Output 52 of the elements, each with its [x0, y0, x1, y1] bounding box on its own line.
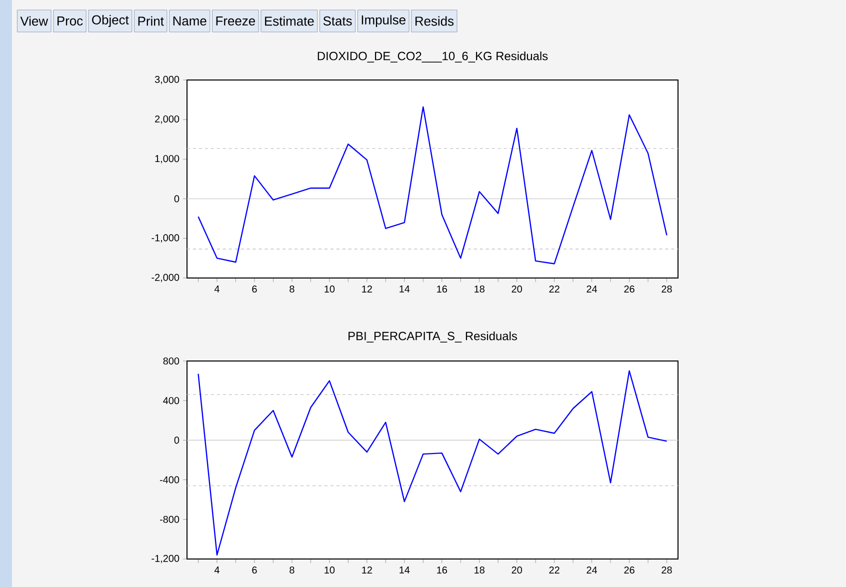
y-tick-label: -1,000: [152, 234, 180, 243]
text: Print: [138, 16, 164, 26]
text: Object: [92, 14, 129, 28]
x-tick-label: 20: [512, 566, 522, 574]
text: Impulse: [362, 14, 406, 28]
x-tick-label: 18: [474, 566, 484, 574]
text: Proc: [58, 16, 83, 26]
x-tick-label: 16: [437, 286, 447, 293]
x-tick-label: 14: [400, 566, 410, 574]
chart-title: DIOXIDO_DE_CO2___10_6_KG Residuals: [318, 51, 548, 63]
x-tick-label: 4: [214, 566, 220, 574]
y-tick-label: -400: [160, 476, 180, 484]
x-tick-label: 26: [624, 286, 634, 293]
y-tick-label: 0: [174, 436, 180, 444]
x-tick-label: 6: [252, 286, 257, 293]
text: Freeze: [216, 16, 256, 26]
text: Estimate: [265, 16, 314, 26]
x-tick-label: 14: [400, 286, 410, 292]
x-tick-label: 10: [324, 286, 335, 293]
x-tick-label: 16: [437, 566, 447, 574]
y-tick-label: -1,200: [152, 554, 180, 564]
x-tick-label: 10: [324, 566, 335, 574]
y-tick-label: 3,000: [154, 76, 180, 84]
y-tick-label: 800: [163, 357, 180, 365]
x-tick-label: 26: [624, 566, 634, 574]
line-series: [198, 106, 668, 264]
x-tick-label: 12: [362, 286, 372, 292]
chart-title: PBI_PERCAPITA_S_ Residuals: [348, 331, 517, 343]
x-tick-label: 12: [362, 566, 372, 574]
x-tick-label: 22: [549, 566, 560, 574]
line-series: [198, 370, 668, 556]
text: View: [20, 16, 48, 26]
x-tick-label: 20: [512, 286, 522, 293]
x-tick-label: 24: [586, 286, 598, 292]
y-tick-label: 1,000: [155, 155, 180, 164]
x-tick-label: 28: [662, 566, 672, 574]
text: Resids: [415, 16, 454, 26]
y-tick-label: -2,000: [152, 274, 180, 282]
y-tick-label: -800: [160, 516, 180, 523]
x-tick-label: 8: [290, 566, 294, 574]
text: Name: [173, 16, 206, 26]
y-tick-label: 0: [174, 195, 180, 202]
x-tick-label: 24: [586, 566, 598, 574]
y-tick-label: 2,000: [155, 115, 180, 124]
x-tick-label: 4: [214, 286, 220, 292]
text: Stats: [323, 16, 352, 26]
x-tick-label: 28: [662, 286, 672, 293]
x-tick-label: 6: [252, 566, 257, 574]
y-tick-label: 400: [163, 397, 180, 404]
x-tick-label: 18: [474, 286, 484, 293]
x-tick-label: 22: [549, 286, 560, 292]
x-tick-label: 8: [290, 286, 294, 293]
